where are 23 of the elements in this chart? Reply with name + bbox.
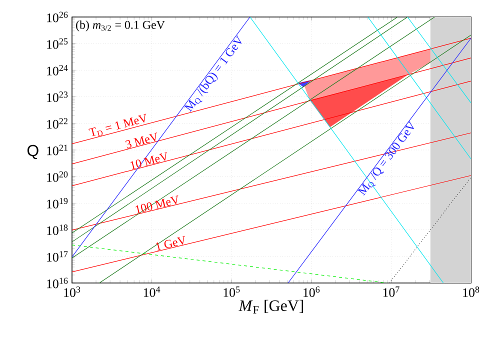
y-tick-label: 10$^{17}$ <box>47 251 68 262</box>
x-tick-label: 10$^{8}$ <box>463 286 480 298</box>
text: 10 MeV <box>130 152 168 170</box>
x-tick-label: 10$^{5}$ <box>224 286 240 297</box>
y-tick-label: 10$^{20}$ <box>47 171 68 182</box>
x-tick-label: 10$^{6}$ <box>304 286 320 297</box>
annotation: (b) m$_{3/2}$ = 0.1 GeV <box>76 20 165 32</box>
y-axis-title: Q <box>27 144 38 160</box>
text: 100 MeV <box>135 195 178 214</box>
y-tick-label: 10$^{25}$ <box>47 38 68 49</box>
y-tick-label: 10$^{18}$ <box>47 224 68 236</box>
x-axis-title: M$_{F}$ [GeV] <box>238 300 304 314</box>
x-tick-label: 10$^{3}$ <box>64 286 80 297</box>
y-tick-label: 10$^{19}$ <box>47 198 68 208</box>
y-tick-label: 10$^{22}$ <box>47 118 68 129</box>
x-tick-label: 10$^{7}$ <box>383 286 400 297</box>
y-tick-label: 10$^{21}$ <box>47 144 68 156</box>
y-tick-label: 10$^{23}$ <box>47 92 68 102</box>
y-tick-label: 10$^{26}$ <box>47 12 68 22</box>
text: 1 GeV <box>156 236 186 251</box>
y-tick-label: 10$^{16}$ <box>47 278 68 288</box>
y-tick-label: 10$^{24}$ <box>47 64 68 76</box>
x-tick-label: 10$^{4}$ <box>144 286 160 297</box>
